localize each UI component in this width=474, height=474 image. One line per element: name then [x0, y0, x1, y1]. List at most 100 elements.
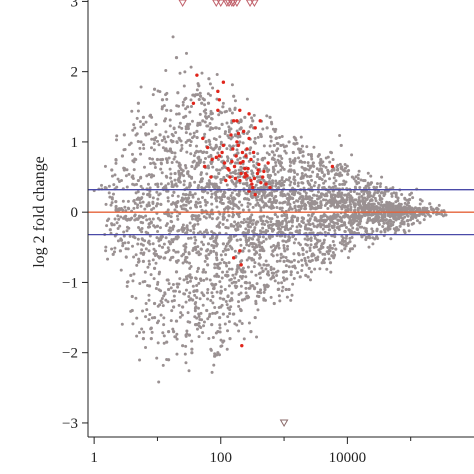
data-point — [196, 306, 200, 310]
data-point — [181, 230, 185, 234]
data-point — [208, 181, 212, 185]
data-point — [217, 223, 221, 227]
data-point — [232, 182, 236, 186]
data-point — [133, 218, 137, 222]
significant-point — [241, 159, 245, 164]
data-point — [338, 183, 342, 187]
off-scale-marker — [232, 0, 241, 7]
data-point — [188, 132, 192, 136]
data-point — [281, 285, 285, 289]
data-point — [239, 165, 243, 169]
significant-point — [239, 171, 243, 176]
data-point — [257, 294, 261, 299]
data-point — [250, 196, 254, 200]
data-point — [225, 242, 230, 246]
data-point — [145, 204, 149, 208]
data-point — [149, 220, 153, 224]
data-point — [265, 204, 269, 208]
data-point — [204, 228, 208, 232]
data-point — [179, 139, 183, 143]
data-point — [129, 141, 133, 145]
data-point — [126, 247, 130, 251]
significant-point — [268, 185, 272, 190]
data-point — [321, 186, 325, 190]
data-point — [235, 148, 239, 152]
data-point — [136, 260, 140, 264]
data-point — [322, 214, 326, 218]
data-point — [227, 214, 231, 218]
data-point — [305, 250, 309, 254]
data-point — [211, 336, 215, 340]
data-point — [225, 155, 229, 159]
data-point — [290, 192, 294, 196]
data-point — [139, 242, 143, 246]
data-point — [359, 178, 363, 182]
data-point — [413, 206, 417, 210]
data-point — [161, 331, 165, 335]
data-point — [371, 236, 375, 240]
data-point — [159, 167, 163, 171]
data-point — [269, 206, 273, 210]
data-point — [145, 218, 149, 222]
data-point — [162, 323, 166, 327]
data-point — [215, 290, 219, 294]
data-point — [132, 160, 136, 164]
data-point — [313, 236, 317, 240]
data-point — [151, 196, 155, 200]
data-point — [168, 167, 172, 171]
data-point — [139, 251, 143, 255]
data-point — [262, 204, 266, 208]
data-point — [183, 97, 187, 101]
data-point — [217, 353, 221, 357]
data-point — [284, 223, 288, 227]
data-point — [220, 303, 224, 307]
data-point — [114, 208, 118, 212]
data-point — [350, 214, 354, 218]
data-point — [301, 252, 305, 256]
data-point — [223, 130, 227, 134]
data-point — [210, 243, 214, 247]
data-point — [340, 249, 344, 253]
data-point — [187, 298, 191, 302]
data-point — [170, 309, 174, 313]
data-point — [115, 221, 119, 225]
data-point — [149, 162, 153, 166]
data-point — [286, 259, 290, 263]
data-point — [147, 298, 151, 302]
data-point — [358, 199, 362, 203]
data-point — [306, 181, 310, 185]
data-point — [343, 247, 347, 251]
y-tick-label: 3 — [71, 0, 79, 10]
data-point — [295, 229, 299, 233]
data-point — [186, 228, 190, 232]
data-point — [298, 229, 302, 233]
data-point — [192, 131, 196, 135]
data-point — [366, 204, 370, 208]
data-point — [312, 245, 316, 249]
data-point — [423, 214, 427, 218]
data-point — [152, 142, 156, 146]
data-point — [137, 257, 141, 261]
data-point — [299, 159, 303, 163]
data-point — [255, 335, 259, 339]
data-point — [260, 222, 264, 226]
data-point — [220, 166, 224, 170]
data-point — [300, 258, 304, 262]
data-point — [156, 341, 160, 345]
data-point — [171, 240, 175, 244]
data-point — [303, 259, 307, 263]
data-point — [215, 272, 219, 276]
data-point — [282, 183, 286, 187]
data-point — [211, 165, 215, 169]
data-point — [303, 160, 307, 164]
data-point — [233, 99, 237, 103]
data-point — [292, 161, 296, 165]
data-point — [323, 230, 327, 234]
data-point — [239, 284, 243, 288]
data-point — [342, 215, 346, 219]
data-point — [279, 168, 283, 172]
data-point — [202, 320, 206, 324]
data-point — [216, 158, 220, 162]
data-point — [175, 104, 179, 108]
data-point — [193, 302, 197, 306]
